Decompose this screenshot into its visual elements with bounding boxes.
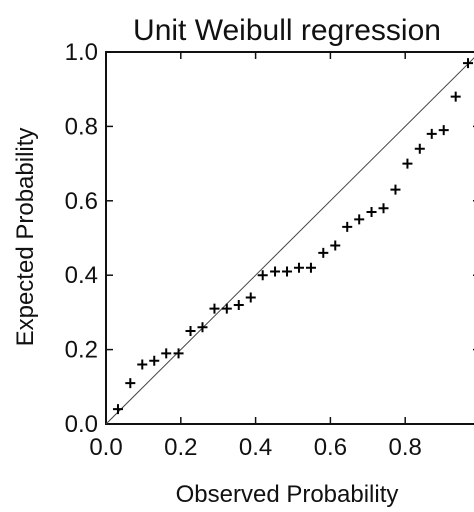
- x-tick-label: 0.4: [239, 434, 272, 461]
- data-point: [414, 143, 425, 154]
- data-point: [185, 326, 196, 336]
- data-point: [137, 359, 148, 370]
- y-tick-label: 0.8: [65, 113, 98, 140]
- chart-title: Unit Weibull regression: [133, 14, 441, 47]
- x-axis-label: Observed Probability: [176, 481, 399, 508]
- x-tick-label: 0.2: [164, 434, 197, 461]
- data-point: [402, 158, 413, 169]
- data-point: [293, 262, 304, 273]
- data-point: [270, 266, 281, 277]
- data-point: [305, 262, 316, 273]
- y-tick-label: 1.0: [65, 39, 98, 66]
- data-point: [366, 206, 377, 217]
- data-point: [209, 303, 220, 314]
- data-point: [173, 348, 184, 359]
- y-tick-label: 0.0: [65, 411, 98, 438]
- data-point: [330, 240, 341, 251]
- x-tick-label: 0.6: [314, 434, 347, 461]
- data-point: [378, 203, 389, 214]
- data-point: [463, 58, 474, 69]
- data-point: [149, 355, 160, 366]
- data-point: [426, 128, 437, 139]
- data-point: [197, 322, 208, 333]
- data-point: [318, 247, 329, 258]
- data-point: [161, 348, 172, 359]
- data-point: [450, 91, 461, 102]
- data-point: [257, 270, 268, 281]
- data-point: [125, 378, 136, 389]
- data-point: [390, 184, 401, 195]
- data-point: [233, 299, 244, 310]
- data-point: [342, 221, 353, 232]
- y-tick-label: 0.4: [65, 262, 98, 289]
- x-tick-label: 0.0: [89, 434, 122, 461]
- data-point: [354, 214, 365, 225]
- y-tick-label: 0.2: [65, 337, 98, 364]
- x-tick-label: 0.8: [389, 434, 422, 461]
- data-point: [112, 404, 123, 415]
- plot-frame: [105, 51, 474, 425]
- data-point: [245, 292, 256, 303]
- data-point: [282, 266, 293, 277]
- reference-line: [105, 57, 474, 425]
- y-axis-label: Expected Probability: [12, 128, 39, 347]
- y-tick-label: 0.6: [65, 188, 98, 215]
- data-point: [221, 303, 232, 314]
- data-point: [438, 125, 449, 136]
